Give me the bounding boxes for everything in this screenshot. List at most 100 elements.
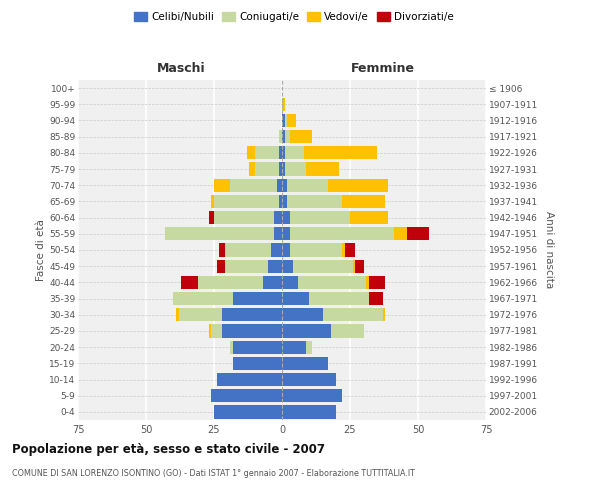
Bar [225, 244, 282, 256]
Bar [282, 340, 307, 354]
Bar [282, 406, 337, 418]
Bar [274, 227, 282, 240]
Bar [214, 195, 282, 208]
Bar [209, 211, 282, 224]
Bar [282, 195, 342, 208]
Bar [176, 308, 282, 322]
Bar [279, 162, 282, 175]
Bar [282, 227, 429, 240]
Bar [282, 340, 312, 354]
Bar [282, 389, 342, 402]
Bar [211, 195, 282, 208]
Bar [214, 211, 282, 224]
Bar [165, 227, 282, 240]
Bar [173, 292, 282, 305]
Bar [282, 130, 290, 143]
Bar [247, 146, 282, 160]
Bar [233, 292, 282, 305]
Bar [233, 356, 282, 370]
Bar [165, 227, 282, 240]
Bar [282, 373, 337, 386]
Bar [179, 308, 282, 322]
Bar [279, 130, 282, 143]
Bar [282, 340, 312, 354]
Bar [282, 356, 328, 370]
Bar [282, 146, 285, 160]
Bar [214, 406, 282, 418]
Bar [282, 356, 328, 370]
Bar [282, 211, 388, 224]
Bar [233, 356, 282, 370]
Bar [282, 211, 350, 224]
Bar [282, 260, 364, 273]
Bar [282, 162, 339, 175]
Bar [282, 389, 342, 402]
Bar [279, 146, 282, 160]
Bar [197, 276, 282, 289]
Bar [181, 276, 282, 289]
Bar [282, 244, 290, 256]
Bar [217, 260, 282, 273]
Bar [282, 292, 369, 305]
Bar [282, 292, 309, 305]
Bar [282, 195, 385, 208]
Bar [282, 114, 296, 127]
Bar [165, 227, 282, 240]
Bar [282, 373, 337, 386]
Bar [282, 162, 339, 175]
Bar [282, 308, 385, 322]
Bar [209, 324, 282, 338]
Bar [282, 162, 285, 175]
Bar [282, 114, 296, 127]
Bar [282, 227, 394, 240]
Bar [282, 340, 312, 354]
Bar [282, 195, 287, 208]
Bar [282, 146, 377, 160]
Bar [230, 340, 282, 354]
Bar [282, 276, 385, 289]
Bar [255, 146, 282, 160]
Bar [211, 324, 282, 338]
Bar [214, 406, 282, 418]
Bar [217, 373, 282, 386]
Bar [230, 340, 282, 354]
Bar [211, 389, 282, 402]
Bar [282, 406, 337, 418]
Bar [282, 373, 337, 386]
Bar [209, 324, 282, 338]
Bar [282, 406, 337, 418]
Bar [282, 98, 285, 111]
Text: Popolazione per età, sesso e stato civile - 2007: Popolazione per età, sesso e stato civil… [12, 442, 325, 456]
Bar [282, 292, 369, 305]
Bar [282, 276, 369, 289]
Bar [255, 162, 282, 175]
Bar [282, 292, 383, 305]
Bar [282, 130, 312, 143]
Bar [214, 406, 282, 418]
Bar [230, 178, 282, 192]
Bar [282, 260, 353, 273]
Bar [173, 292, 282, 305]
Bar [282, 227, 290, 240]
Bar [282, 356, 328, 370]
Bar [282, 308, 323, 322]
Bar [282, 308, 385, 322]
Bar [282, 130, 285, 143]
Bar [250, 162, 282, 175]
Bar [282, 114, 287, 127]
Bar [263, 276, 282, 289]
Bar [225, 260, 282, 273]
Bar [233, 340, 282, 354]
Bar [282, 162, 307, 175]
Bar [271, 244, 282, 256]
Bar [282, 244, 355, 256]
Bar [211, 389, 282, 402]
Bar [225, 244, 282, 256]
Bar [211, 195, 282, 208]
Bar [277, 178, 282, 192]
Bar [282, 276, 298, 289]
Bar [279, 130, 282, 143]
Text: Femmine: Femmine [350, 62, 415, 75]
Bar [282, 356, 328, 370]
Bar [217, 373, 282, 386]
